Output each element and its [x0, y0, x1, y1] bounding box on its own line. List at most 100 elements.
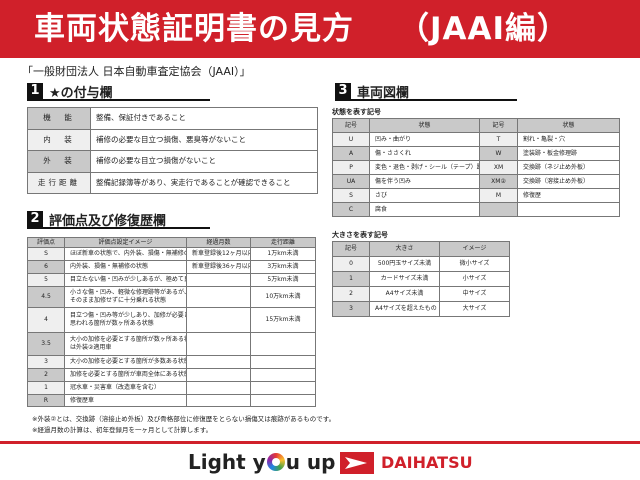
table-row: 外 装補修の必要な目立つ損傷がないこと: [27, 150, 318, 173]
table-cell: 冠水車・災害車（改造車を含む）: [64, 381, 187, 395]
symbol-cell: S: [332, 188, 370, 203]
table-cell: 内外装、損傷・無補修の状態: [64, 260, 187, 274]
table-cell: 10万km未満: [250, 286, 316, 308]
table-cell: 15万km未満: [250, 307, 316, 333]
column-header: イメージ: [439, 241, 510, 257]
symbol-cell: XM②: [479, 174, 518, 189]
symbol-cell: 外 装: [27, 150, 91, 173]
table-row: 2 A4サイズ未満 中サイズ: [332, 286, 510, 302]
section-number: 2: [27, 211, 43, 227]
table-cell: 交換跡（溶接止め外板）: [517, 174, 620, 189]
table-cell: [186, 394, 251, 407]
table-cell: 小さな傷・凹み、軽微な修理跡等があるが、 そのまま加修せずに十分乗れる状態: [64, 286, 187, 308]
table-row: A 傷・ささくれ W 塗装跡・板金修理跡: [332, 146, 620, 161]
symbol-cell: P: [332, 160, 370, 175]
table-cell: 目立つ傷・凹み等が少しあり、加修が必要と 思われる箇所が数ヶ所ある状態: [64, 307, 187, 333]
symbol-cell: 内 装: [27, 128, 91, 151]
light-you-up-logo: Light y u up: [188, 450, 335, 474]
section-title: 車両図欄: [357, 85, 410, 101]
table-cell: [186, 355, 251, 369]
symbol-cell: [479, 202, 518, 217]
table-cell: 小サイズ: [439, 271, 510, 287]
table-cell: [186, 307, 251, 333]
slogan-part: Light y: [188, 450, 266, 474]
header-row: 記号 大きさ イメージ: [332, 241, 510, 257]
table-cell: 腐食: [369, 202, 480, 217]
table-cell: 1万km未満: [250, 247, 316, 261]
column-header: 状態: [517, 118, 620, 133]
symbol-cell: 4.5: [27, 286, 65, 308]
table-cell: 整備、保証付きであること: [90, 107, 318, 130]
symbol-cell: UA: [332, 174, 370, 189]
notes: ※外装②とは、交換跡（溶接止め外板）及び骨格部位に修復歴をとらない損傷又は痕跡が…: [32, 414, 335, 436]
table-row: UA 傷を伴う凹み XM② 交換跡（溶接止め外板）: [332, 174, 620, 189]
symbol-cell: 2: [27, 368, 65, 382]
divider: [0, 441, 640, 444]
size-symbol-table: 記号 大きさ イメージ 0 500円玉サイズ未満 微小サイズ 1 カードサイズ未満 小サイズ 2 A…: [332, 241, 510, 317]
table-cell: 目立たない傷・凹みが少しあるが、極めて良好な状態: [64, 273, 187, 287]
column-header: 大きさ: [369, 241, 440, 257]
table-cell: 3万km未満: [250, 260, 316, 274]
table-cell: [186, 332, 251, 356]
table-cell: ほぼ新車の状態で、内外装、損傷・無補修の状態: [64, 247, 187, 261]
grade-table: 評価点 評価点設定イメージ 経過月数 走行距離 S ほぼ新車の状態で、内外装、損傷・無補修…: [27, 237, 316, 407]
symbol-cell: T: [479, 132, 518, 147]
table-cell: 修復歴車: [64, 394, 187, 407]
table-cell: 5万km未満: [250, 273, 316, 287]
table-cell: 大小の加修を必要とする箇所が多数ある状態: [64, 355, 187, 369]
table-cell: 塗装跡・板金修理跡: [517, 146, 620, 161]
symbol-cell: A: [332, 146, 370, 161]
table-row: U 凹み・曲がり T 割れ・亀裂・穴: [332, 132, 620, 147]
table-cell: 新車登録後36ヶ月以内: [186, 260, 251, 274]
symbol-cell: 3: [332, 301, 370, 317]
section-title: 評価点及び修復歴欄: [49, 213, 167, 229]
table-cell: A4サイズを超えたもの: [369, 301, 440, 317]
symbol-cell: 5: [27, 273, 65, 287]
table-row: 3 A4サイズを超えたもの 大サイズ: [332, 301, 510, 317]
table-cell: 大サイズ: [439, 301, 510, 317]
symbol-cell: U: [332, 132, 370, 147]
section-title: ★の付与欄: [49, 85, 113, 101]
table-cell: カードサイズ未満: [369, 271, 440, 287]
table-row: 3.5大小の加修を必要とする箇所が数ヶ所ある状態又 は外装②適用車: [27, 332, 316, 356]
table-row: 4 目立つ傷・凹み等が少しあり、加修が必要と 思われる箇所が数ヶ所ある状態 15万k…: [27, 307, 316, 333]
table-row: 0 500円玉サイズ未満 微小サイズ: [332, 256, 510, 272]
table-cell: A4サイズ未満: [369, 286, 440, 302]
table-cell: 新車登録後12ヶ月以内: [186, 247, 251, 261]
daihatsu-d-logo-icon: [340, 452, 374, 474]
page-subtitle: （JAAI編）: [398, 11, 570, 47]
section-2-heading: 2 評価点及び修復歴欄: [27, 211, 210, 229]
table-row: 4.5 小さな傷・凹み、軽微な修理跡等があるが、 そのまま加修せずに十分乗れる状態…: [27, 286, 316, 308]
condition-caption: 状態を表す記号: [332, 108, 381, 116]
table-row: 1 冠水車・災害車（改造車を含む）: [27, 381, 316, 395]
note: ※経過月数の計算は、初年登録月を一ヶ月として計算します。: [32, 426, 213, 434]
table-row: 走行距離 整備記録簿等があり、実走行であることが確認できること: [27, 171, 318, 194]
symbol-cell: 1: [27, 381, 65, 395]
section-3-heading: 3 車両図欄: [335, 83, 517, 101]
table-row: R 修復歴車: [27, 394, 316, 407]
table-cell: [250, 381, 316, 395]
table-cell: 割れ・亀裂・穴: [517, 132, 620, 147]
section-1-heading: 1 ★の付与欄: [27, 83, 210, 101]
rainbow-ring-icon: [266, 453, 285, 471]
table-cell: 補修の必要な目立つ損傷、悪臭等がないこと: [90, 128, 318, 151]
symbol-cell: M: [479, 188, 518, 203]
table-cell: 500円玉サイズ未満: [369, 256, 440, 272]
table-row: 内 装補修の必要な目立つ損傷、悪臭等がないこと: [27, 128, 318, 151]
symbol-cell: 機 能: [27, 107, 91, 130]
header-row: 評価点 評価点設定イメージ 経過月数 走行距離: [27, 237, 316, 248]
column-header: 経過月数: [186, 237, 251, 248]
table-cell: 微小サイズ: [439, 256, 510, 272]
star-table: 機 能整備、保証付きであること内 装補修の必要な目立つ損傷、悪臭等がないこと外 …: [27, 107, 318, 194]
table-cell: [250, 355, 316, 369]
symbol-cell: 0: [332, 256, 370, 272]
footer: Light y u up DAIHATSU: [0, 446, 640, 480]
table-cell: 中サイズ: [439, 286, 510, 302]
size-caption: 大きさを表す記号: [332, 231, 388, 239]
section-number: 3: [335, 83, 351, 99]
table-row: C 腐食: [332, 202, 620, 217]
table-cell: [186, 273, 251, 287]
table-cell: [250, 332, 316, 356]
table-cell: 交換跡（ネジ止め外板）: [517, 160, 620, 175]
